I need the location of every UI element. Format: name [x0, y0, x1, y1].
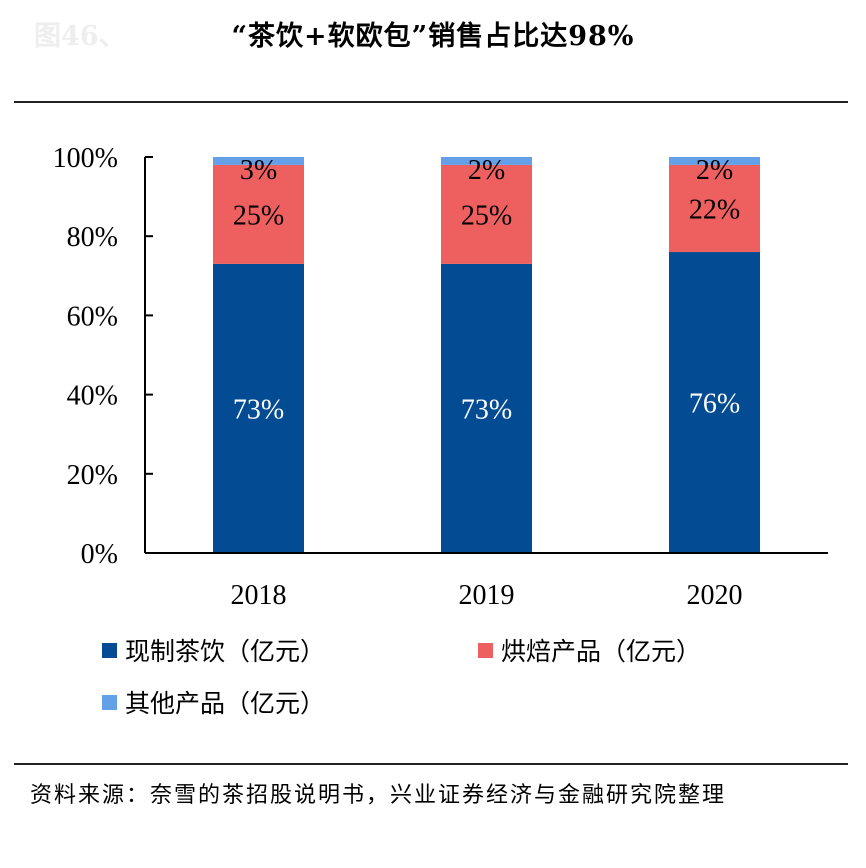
x-tick-label: 2020 — [687, 580, 743, 611]
x-tick-label: 2019 — [459, 580, 515, 611]
chart-area: 73% 25% 3% 2018 73% 25% 2% 2019 76% 22% 2% 2020 0% 20… — [53, 143, 828, 611]
x-tick-label: 2018 — [231, 580, 287, 611]
legend-label: 烘焙产品（亿元） — [501, 637, 702, 666]
top-divider — [14, 101, 848, 103]
data-label: 76% — [689, 389, 740, 420]
bar-segment — [213, 164, 304, 264]
bottom-divider — [14, 763, 848, 765]
data-label: 2% — [468, 155, 505, 186]
bar-segment — [213, 263, 304, 553]
y-tick-label: 20% — [67, 460, 118, 491]
figure-label: 图46、 — [34, 21, 126, 52]
y-tick-label: 0% — [81, 539, 118, 570]
bar-segment — [669, 164, 760, 253]
bar-segment — [441, 157, 532, 165]
legend-swatch — [102, 642, 117, 658]
data-label: 73% — [461, 394, 512, 425]
y-tick-label: 60% — [67, 301, 118, 332]
bar-segment — [213, 157, 304, 165]
legend-swatch — [102, 694, 117, 710]
data-label: 25% — [461, 200, 512, 231]
y-tick-label: 40% — [67, 381, 118, 412]
legend-swatch — [478, 642, 493, 658]
legend-item-1: 烘焙产品（亿元） — [478, 632, 701, 668]
y-tick-label: 100% — [53, 143, 118, 174]
data-label: 2% — [696, 155, 733, 186]
bar-segment — [441, 164, 532, 264]
legend-label: 其他产品（亿元） — [125, 689, 326, 718]
chart-title: “茶饮+软欧包”销售占比达98% — [231, 21, 635, 52]
legend-label: 现制茶饮（亿元） — [125, 637, 326, 666]
data-label: 22% — [689, 194, 740, 225]
bar-segment — [669, 157, 760, 165]
data-label: 3% — [240, 155, 277, 186]
legend-item-2: 其他产品（亿元） — [102, 684, 325, 720]
data-label: 73% — [233, 394, 284, 425]
data-label: 25% — [233, 200, 284, 231]
bar-segment — [669, 252, 760, 554]
bar-segment — [441, 263, 532, 553]
y-tick-label: 80% — [67, 222, 118, 253]
legend-item-0: 现制茶饮（亿元） — [102, 632, 325, 668]
source-note: 资料来源：奈雪的茶招股说明书，兴业证券经济与金融研究院整理 — [30, 783, 727, 808]
